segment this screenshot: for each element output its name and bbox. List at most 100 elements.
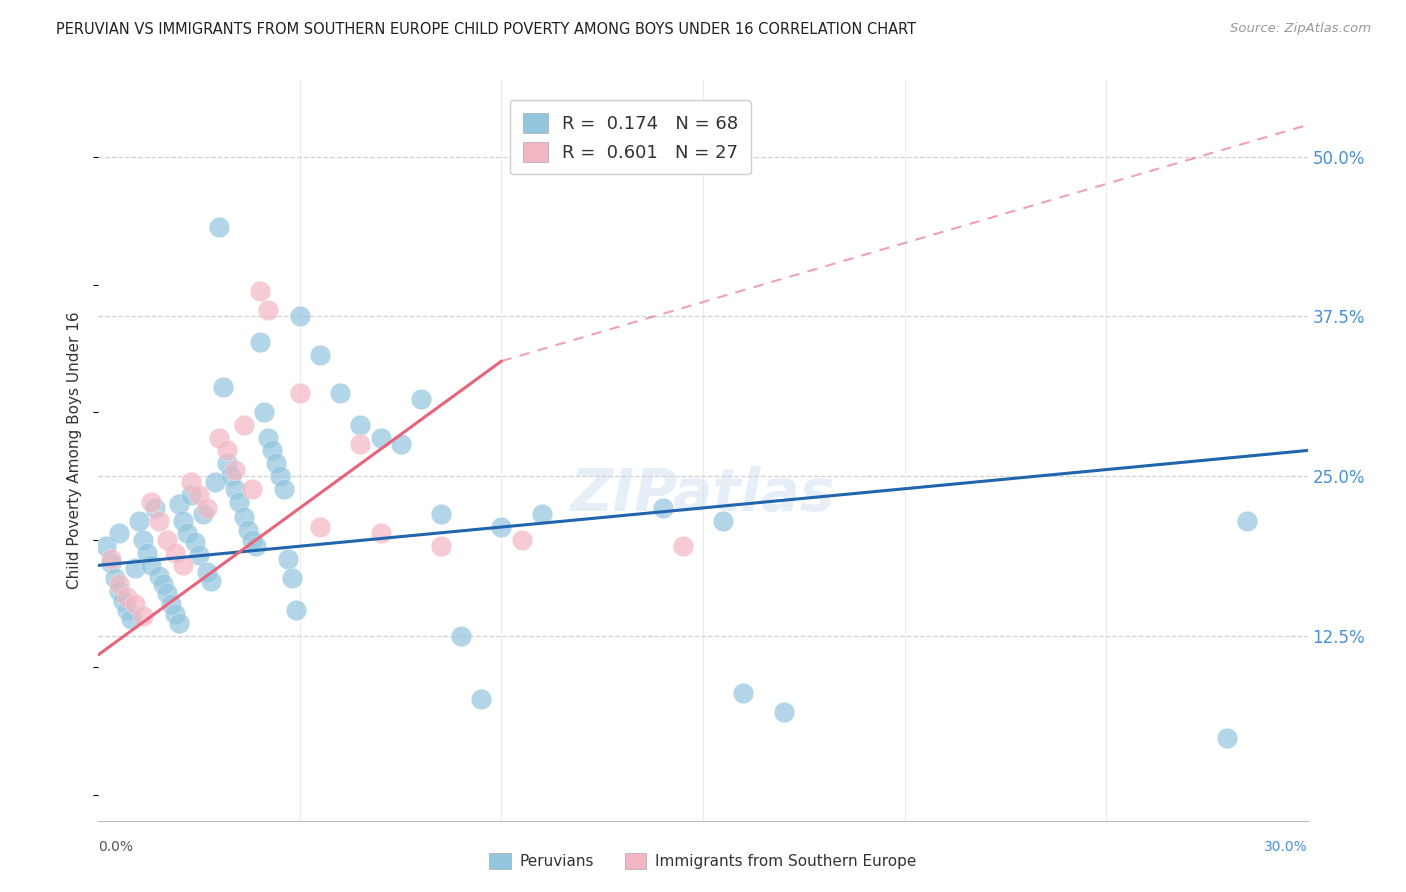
Point: [232, 417, 254, 432]
Point: [288, 310, 311, 324]
Point: [349, 417, 371, 432]
Text: 0.0%: 0.0%: [98, 839, 134, 854]
Point: [200, 574, 222, 588]
Point: [221, 469, 243, 483]
Point: [329, 386, 352, 401]
Point: [163, 545, 186, 559]
Point: [256, 431, 278, 445]
Point: [491, 520, 513, 534]
Point: [139, 494, 162, 508]
Point: [651, 500, 673, 515]
Point: [172, 514, 194, 528]
Point: [309, 520, 332, 534]
Point: [172, 558, 194, 573]
Point: [124, 597, 146, 611]
Point: [733, 686, 755, 700]
Point: [284, 603, 307, 617]
Point: [253, 405, 276, 419]
Point: [115, 603, 138, 617]
Point: [260, 443, 283, 458]
Point: [180, 488, 202, 502]
Point: [224, 482, 246, 496]
Point: [370, 526, 392, 541]
Point: [256, 303, 278, 318]
Point: [107, 577, 129, 591]
Point: [277, 552, 299, 566]
Point: [103, 571, 125, 585]
Point: [193, 508, 215, 522]
Text: Source: ZipAtlas.com: Source: ZipAtlas.com: [1230, 22, 1371, 36]
Point: [204, 475, 226, 490]
Point: [370, 431, 392, 445]
Point: [167, 497, 190, 511]
Point: [107, 526, 129, 541]
Point: [450, 628, 472, 642]
Point: [160, 597, 183, 611]
Point: [711, 514, 734, 528]
Text: ZIPatlas: ZIPatlas: [571, 467, 835, 524]
Point: [195, 500, 218, 515]
Point: [772, 705, 794, 719]
Point: [389, 437, 412, 451]
Point: [281, 571, 304, 585]
Point: [148, 514, 170, 528]
Point: [100, 556, 122, 570]
Y-axis label: Child Poverty Among Boys Under 16: Child Poverty Among Boys Under 16: [67, 311, 83, 590]
Point: [124, 561, 146, 575]
Point: [309, 348, 332, 362]
Point: [349, 437, 371, 451]
Point: [430, 539, 453, 553]
Point: [672, 539, 695, 553]
Point: [249, 334, 271, 349]
Point: [188, 488, 211, 502]
Point: [152, 577, 174, 591]
Legend: Peruvians, Immigrants from Southern Europe: Peruvians, Immigrants from Southern Euro…: [484, 847, 922, 875]
Point: [96, 539, 118, 553]
Point: [217, 456, 239, 470]
Point: [143, 500, 166, 515]
Point: [139, 558, 162, 573]
Point: [208, 431, 231, 445]
Point: [128, 514, 150, 528]
Point: [288, 386, 311, 401]
Point: [269, 469, 291, 483]
Point: [180, 475, 202, 490]
Point: [409, 392, 432, 407]
Point: [430, 508, 453, 522]
Point: [236, 523, 259, 537]
Point: [156, 533, 179, 547]
Point: [245, 539, 267, 553]
Point: [249, 284, 271, 298]
Point: [217, 443, 239, 458]
Point: [264, 456, 287, 470]
Point: [470, 692, 492, 706]
Point: [120, 612, 142, 626]
Point: [228, 494, 250, 508]
Point: [188, 548, 211, 562]
Point: [212, 379, 235, 393]
Point: [148, 568, 170, 582]
Legend: R =  0.174   N = 68, R =  0.601   N = 27: R = 0.174 N = 68, R = 0.601 N = 27: [510, 101, 751, 175]
Point: [100, 552, 122, 566]
Point: [273, 482, 295, 496]
Point: [132, 609, 155, 624]
Point: [132, 533, 155, 547]
Point: [208, 220, 231, 235]
Point: [240, 533, 263, 547]
Point: [111, 594, 134, 608]
Point: [232, 509, 254, 524]
Point: [184, 535, 207, 549]
Text: 30.0%: 30.0%: [1264, 839, 1308, 854]
Point: [115, 591, 138, 605]
Point: [176, 526, 198, 541]
Point: [107, 583, 129, 598]
Point: [530, 508, 553, 522]
Point: [163, 607, 186, 621]
Point: [224, 462, 246, 476]
Point: [167, 615, 190, 630]
Point: [240, 482, 263, 496]
Point: [1216, 731, 1239, 745]
Point: [156, 586, 179, 600]
Point: [510, 533, 533, 547]
Text: PERUVIAN VS IMMIGRANTS FROM SOUTHERN EUROPE CHILD POVERTY AMONG BOYS UNDER 16 CO: PERUVIAN VS IMMIGRANTS FROM SOUTHERN EUR…: [56, 22, 917, 37]
